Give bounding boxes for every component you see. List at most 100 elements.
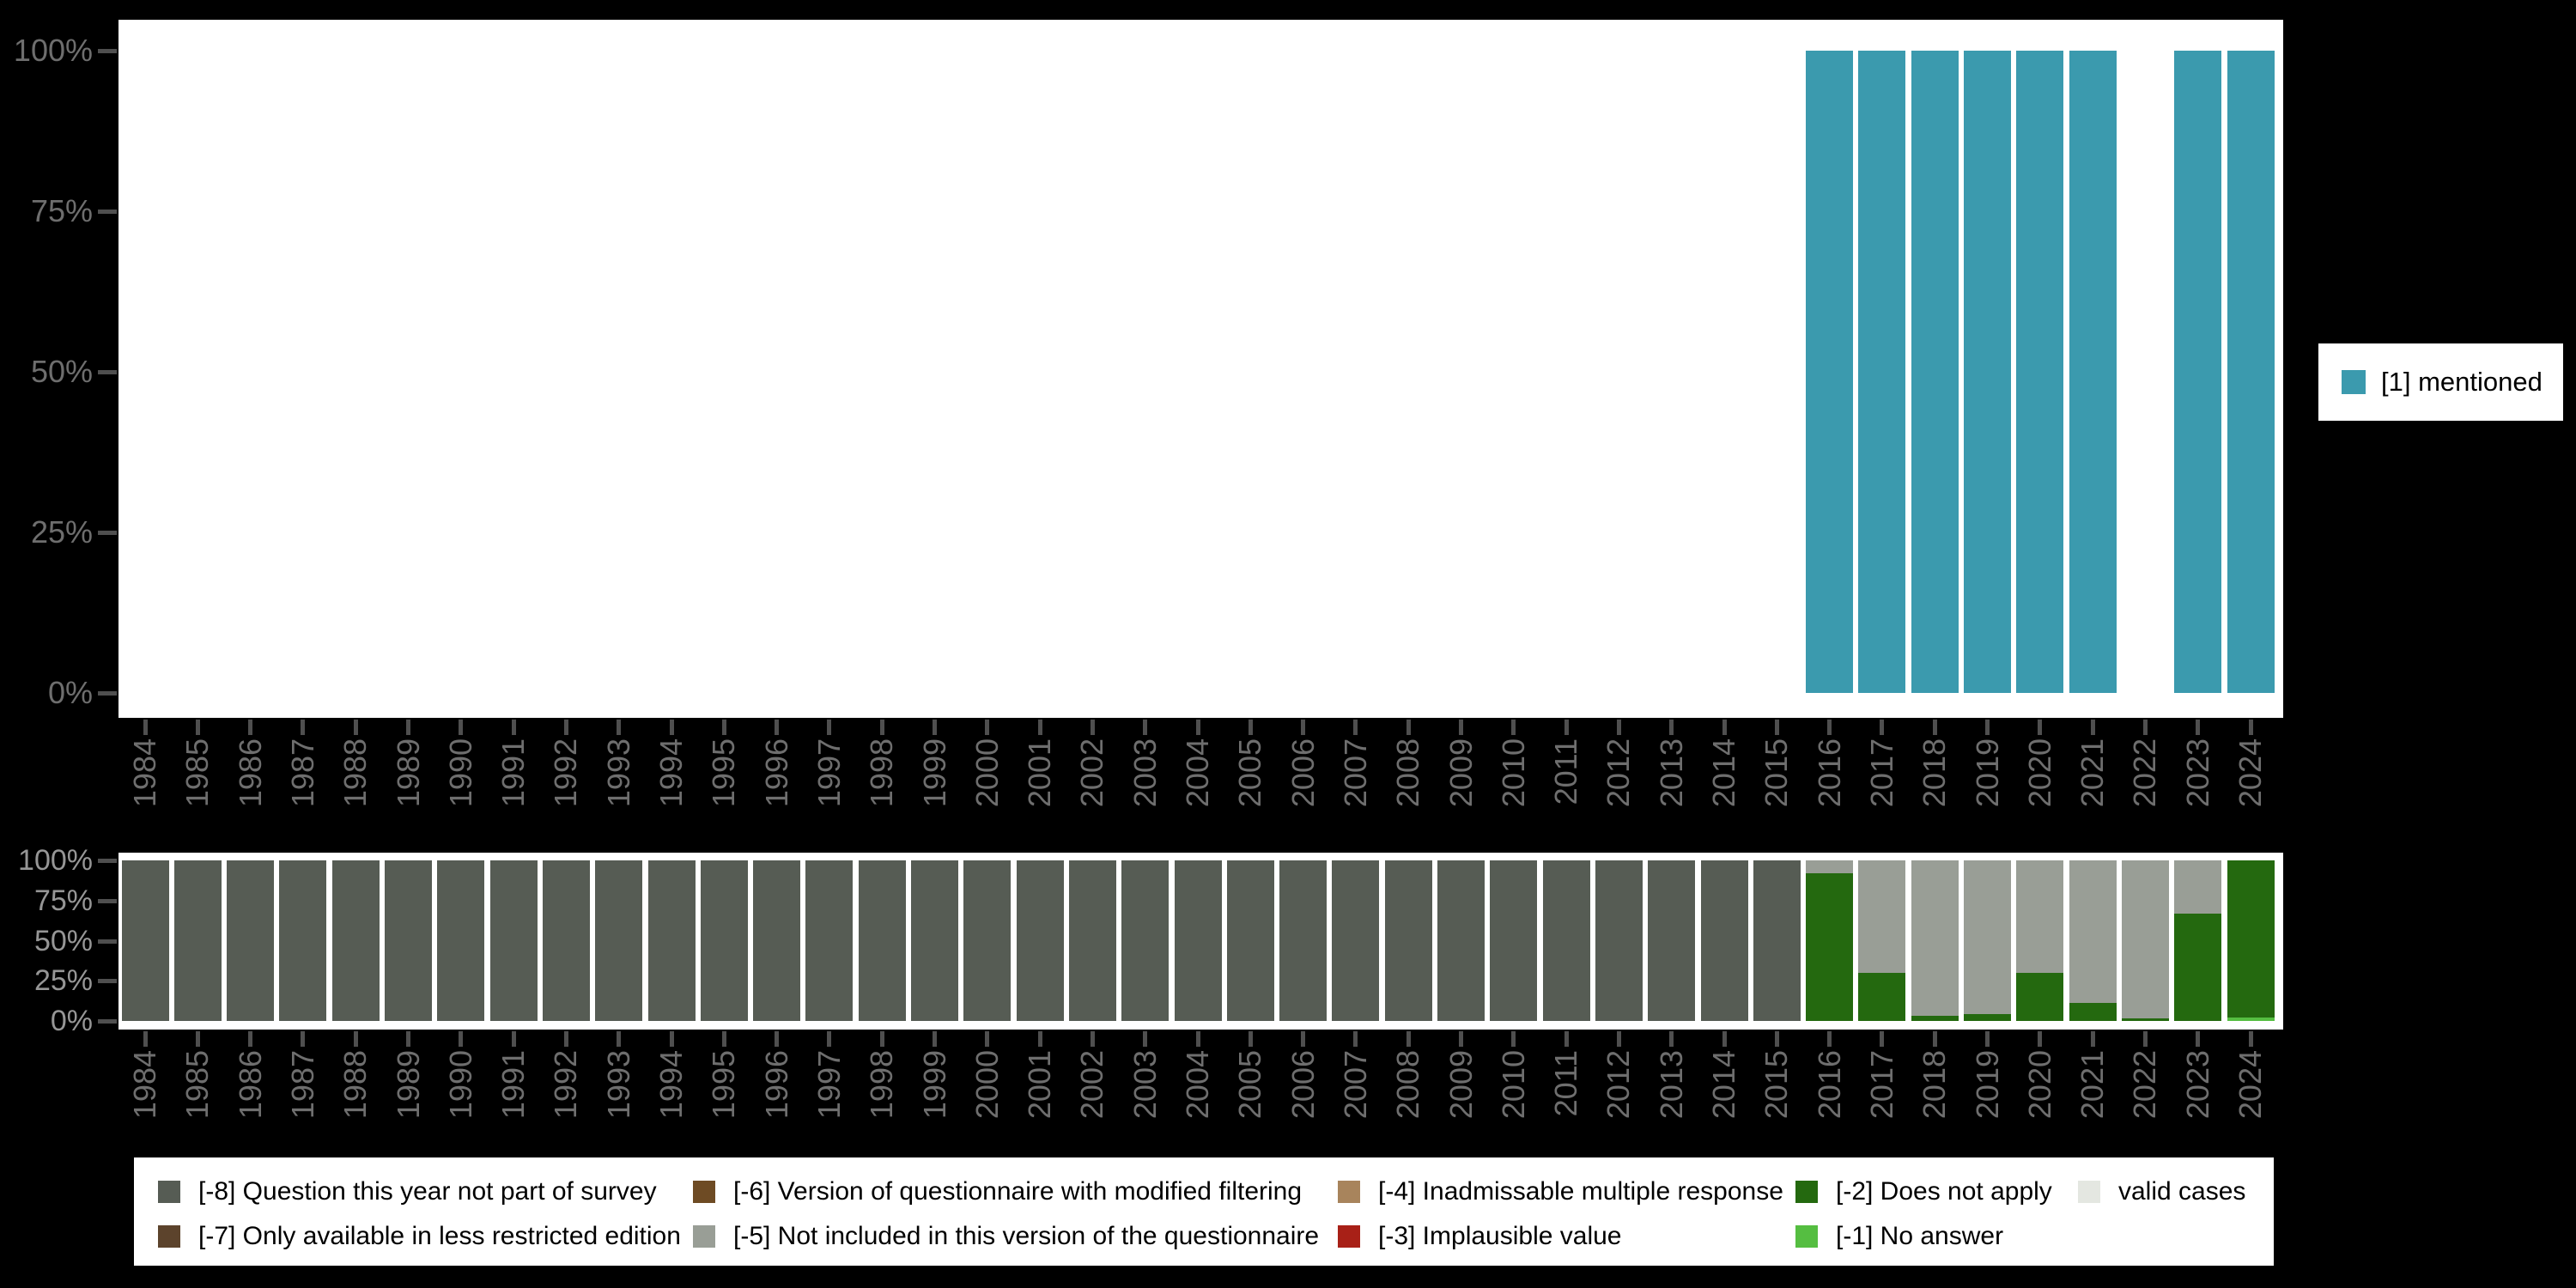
segment--8-2003: [1121, 860, 1170, 1021]
bottom-chart-y-tick-label: 50%: [33, 925, 93, 957]
top-chart-x-tick-label-2021: 2021: [2075, 738, 2111, 808]
top-chart-x-tick-label-1990: 1990: [442, 738, 478, 808]
bottom-chart-x-tick-label-2001: 2001: [1022, 1050, 1058, 1120]
top-chart-x-tick: [1090, 720, 1095, 735]
segment--8-1987: [279, 860, 327, 1021]
segment--8-1998: [858, 860, 906, 1021]
bar-mentioned-2017: [1858, 51, 1906, 693]
top-chart-x-tick-label-1999: 1999: [916, 738, 952, 808]
legend-label--7: [-7] Only available in less restricted e…: [198, 1222, 681, 1250]
top-chart-y-tick: [98, 210, 117, 214]
top-chart-x-tick: [563, 720, 568, 735]
segment--8-2008: [1384, 860, 1432, 1021]
bottom-chart-x-tick-label-2004: 2004: [1180, 1050, 1215, 1120]
top-chart-x-tick-label-2009: 2009: [1443, 738, 1479, 808]
bottom-chart-x-tick: [933, 1031, 937, 1047]
top-chart-x-tick: [248, 720, 253, 735]
bottom-chart-x-tick: [1037, 1031, 1042, 1047]
legend-swatch--4: [1338, 1181, 1360, 1203]
top-chart-x-tick-label-1984: 1984: [127, 738, 162, 808]
bottom-chart-x-tick-label-2011: 2011: [1548, 1050, 1584, 1117]
bottom-chart-x-tick: [1143, 1031, 1148, 1047]
top-chart-y-tick: [98, 691, 117, 696]
top-chart-y-tick-label: 25%: [30, 514, 93, 550]
bottom-chart-x-tick: [1827, 1031, 1832, 1047]
bottom-chart-x-tick: [1616, 1031, 1621, 1047]
bottom-chart-x-tick-label-2012: 2012: [1601, 1050, 1637, 1120]
bottom-chart-x-tick-label-1994: 1994: [653, 1050, 689, 1120]
bottom-chart-x-tick-label-2017: 2017: [1863, 1050, 1899, 1120]
top-chart-x-tick: [2038, 720, 2043, 735]
bar-mentioned-2023: [2174, 51, 2222, 693]
bottom-chart-x-tick: [1985, 1031, 1990, 1047]
bottom-chart-x-tick: [2248, 1031, 2253, 1047]
bottom-chart-x-tick-label-2014: 2014: [1706, 1050, 1741, 1120]
legend-label-valid: valid cases: [2118, 1177, 2246, 1206]
top-chart-x-tick-label-1989: 1989: [390, 738, 426, 808]
segment--8-2007: [1332, 860, 1380, 1021]
bottom-chart-x-tick-label-2022: 2022: [2127, 1050, 2163, 1120]
legend-label--2: [-2] Does not apply: [1836, 1177, 2052, 1206]
bottom-chart-x-tick-label-2015: 2015: [1759, 1050, 1795, 1120]
bottom-chart-x-tick: [1511, 1031, 1516, 1047]
top-chart-x-tick: [775, 720, 780, 735]
top-chart-x-tick-label-2020: 2020: [2021, 738, 2057, 808]
bottom-chart-x-tick: [775, 1031, 780, 1047]
legend-swatch--3: [1338, 1225, 1360, 1248]
legend-swatch--1: [1795, 1225, 1818, 1248]
top-chart-x-tick: [1195, 720, 1200, 735]
bottom-chart-x-tick: [2090, 1031, 2095, 1047]
bottom-chart-x-tick-label-2021: 2021: [2075, 1050, 2111, 1120]
bottom-chart-x-tick-label-2000: 2000: [969, 1050, 1005, 1120]
bottom-chart-x-tick-label-1989: 1989: [390, 1050, 426, 1120]
top-chart-y-tick-label: 100%: [13, 33, 93, 68]
top-chart-x-tick: [1564, 720, 1569, 735]
top-chart-x-tick-label-2003: 2003: [1127, 738, 1163, 808]
bottom-chart-x-tick: [353, 1031, 358, 1047]
top-chart-legend: [1] mentioned: [2318, 343, 2563, 421]
bottom-chart-x-tick: [301, 1031, 306, 1047]
top-chart-x-tick: [1301, 720, 1306, 735]
top-chart-x-tick-label-2006: 2006: [1285, 738, 1321, 808]
legend-label--1: [-1] No answer: [1836, 1222, 2004, 1250]
legend-label--3: [-3] Implausible value: [1378, 1222, 1622, 1250]
bottom-chart-x-tick: [1669, 1031, 1674, 1047]
top-chart-x-tick: [933, 720, 937, 735]
bottom-chart-x-tick: [143, 1031, 148, 1047]
bottom-chart-x-tick: [2196, 1031, 2201, 1047]
top-chart-x-tick-label-2024: 2024: [2233, 738, 2268, 808]
bottom-chart-x-tick: [1301, 1031, 1306, 1047]
top-chart-x-tick-label-2007: 2007: [1337, 738, 1373, 808]
bottom-chart-x-tick-label-2023: 2023: [2179, 1050, 2215, 1120]
top-chart-x-tick-label-2005: 2005: [1232, 738, 1268, 808]
segment--2-2018: [1911, 1016, 1959, 1021]
bottom-chart-x-tick-label-1986: 1986: [232, 1050, 268, 1120]
segment--5-2020: [2016, 860, 2064, 973]
bottom-chart-x-tick: [406, 1031, 410, 1047]
bottom-chart-x-tick: [1248, 1031, 1253, 1047]
bottom-chart-plot-area: [118, 853, 2283, 1030]
bottom-chart-y-tick: [98, 1019, 117, 1024]
top-chart-x-tick-label-2001: 2001: [1022, 738, 1058, 808]
top-chart-x-tick: [1669, 720, 1674, 735]
top-chart-x-tick: [1248, 720, 1253, 735]
bottom-chart-x-tick-label-2005: 2005: [1232, 1050, 1268, 1120]
segment--8-2009: [1437, 860, 1485, 1021]
top-chart-x-tick-label-2008: 2008: [1390, 738, 1426, 808]
segment--8-2004: [1174, 860, 1222, 1021]
top-chart-x-tick: [1459, 720, 1463, 735]
bottom-chart-y-tick: [98, 939, 117, 944]
segment--8-1991: [489, 860, 538, 1021]
segment--8-1997: [805, 860, 854, 1021]
bottom-chart-x-tick-label-1998: 1998: [864, 1050, 900, 1120]
bottom-chart-x-tick: [1932, 1031, 1937, 1047]
segment--5-2017: [1858, 860, 1906, 973]
bar-mentioned-2021: [2069, 51, 2117, 693]
top-chart-x-tick: [143, 720, 148, 735]
top-chart-x-tick-label-1987: 1987: [284, 738, 320, 808]
bar-mentioned-2019: [1964, 51, 2011, 693]
top-chart-x-tick-label-2011: 2011: [1548, 738, 1584, 805]
bottom-chart-x-tick: [563, 1031, 568, 1047]
bottom-chart-y-tick-label: 25%: [33, 964, 93, 997]
segment--8-1996: [753, 860, 801, 1021]
